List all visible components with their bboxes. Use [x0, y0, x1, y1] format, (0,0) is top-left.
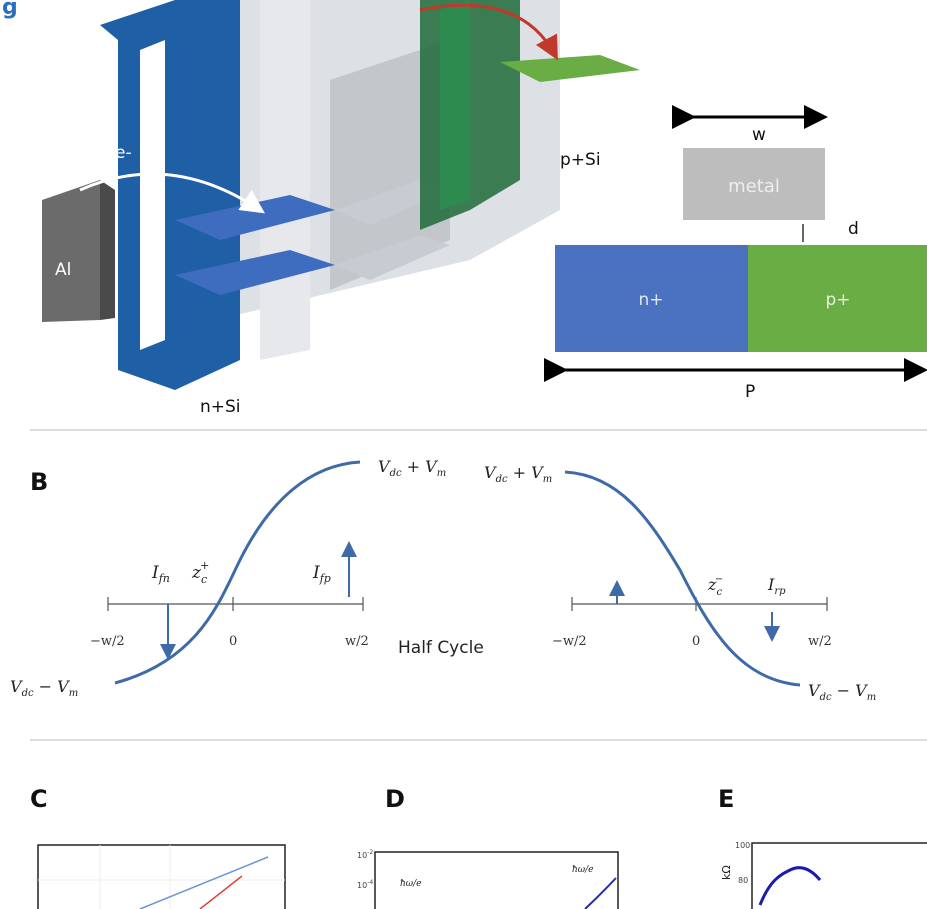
- half-cycle-plots: [107, 460, 828, 687]
- tick-label: 0: [229, 634, 237, 649]
- tick-label: −w/2: [90, 634, 125, 649]
- d-ytick: 10-2: [357, 849, 373, 860]
- p-plus-label: p+: [825, 290, 850, 310]
- electron-label: e-: [115, 143, 132, 163]
- tick-label: w/2: [345, 634, 369, 649]
- d-annotation: ħω/e: [572, 865, 594, 875]
- half-cycle-label: Half Cycle: [398, 638, 484, 658]
- n-si-label: n+Si: [200, 397, 241, 417]
- i-fp: Ifp: [312, 563, 331, 585]
- i-fn: Ifn: [151, 563, 170, 585]
- i-rp: Irp: [767, 575, 786, 597]
- e-ylabel: kΩ: [720, 865, 733, 880]
- d-label: d: [848, 219, 859, 239]
- tick-label: 0: [692, 634, 700, 649]
- cross-section: [544, 105, 927, 382]
- title-fragment: g: [2, 0, 18, 20]
- device-3d: [42, 0, 640, 390]
- d-annotation: ħω/e: [400, 879, 422, 889]
- v-min-left: Vdc − Vm: [10, 677, 78, 699]
- metal-label: metal: [728, 176, 780, 197]
- v-min-right: Vdc − Vm: [808, 681, 876, 703]
- d-ytick: 10-4: [357, 879, 373, 890]
- v-max-right: Vdc + Vm: [484, 463, 552, 485]
- panel-label: D: [385, 785, 405, 813]
- panel-label: C: [30, 785, 48, 813]
- w-label: w: [752, 125, 766, 145]
- zc-plus: zc+: [191, 559, 209, 586]
- tick-label: −w/2: [552, 634, 587, 649]
- n-plus-label: n+: [638, 290, 663, 310]
- e-ytick: 80: [738, 876, 748, 885]
- panel-label: E: [718, 785, 734, 813]
- tick-label: w/2: [808, 634, 832, 649]
- p-si-label: p+Si: [560, 150, 601, 170]
- v-max-left: Vdc + Vm: [378, 457, 446, 479]
- al-label: Al: [55, 260, 71, 280]
- e-ytick: 100: [735, 841, 750, 850]
- panel-label: B: [30, 468, 48, 496]
- period-label: P: [745, 382, 755, 402]
- zc-minus: zc−: [707, 574, 723, 598]
- mini-plot: [37, 842, 927, 909]
